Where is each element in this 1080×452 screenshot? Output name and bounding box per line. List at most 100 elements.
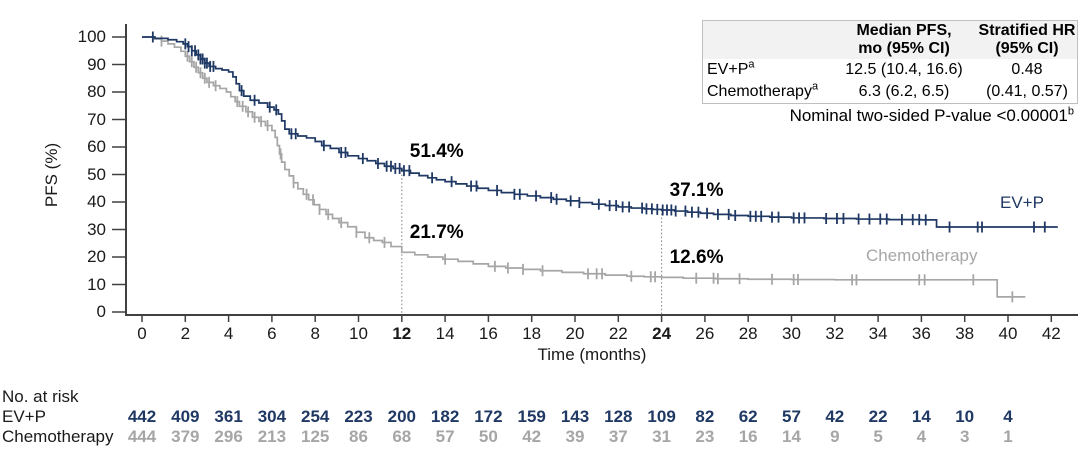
x-tick-label-8: 8 [310,324,320,343]
x-tick-label-36: 36 [911,324,931,343]
y-tick-label-30: 30 [87,219,106,239]
stats-table: Median PFS, mo (95% CI) Stratified HR (95%… [702,20,1078,104]
x-tick-label-2: 2 [180,324,191,343]
series-label-evp: EV+P [1000,193,1044,212]
x-tick-label-34: 34 [868,324,888,343]
risk-value-ev-p-m22: 128 [604,407,633,426]
y-tick-label-40: 40 [87,192,106,211]
stats-header-hr-line1: Stratified HR [978,22,1076,39]
x-tick-label-6: 6 [267,324,277,343]
x-tick-label-4: 4 [223,324,234,343]
stats-header-hr-line2: (95% CI) [995,40,1059,57]
stats-header-empty [703,21,831,59]
risk-value-ev-p-m16: 172 [474,407,503,426]
risk-value-chemotherapy-m32: 9 [830,427,840,446]
risk-value-chemotherapy-m16: 50 [478,427,498,446]
risk-value-chemotherapy-m14: 57 [435,427,455,446]
x-tick-label-30: 30 [782,324,801,343]
x-tick-label-0: 0 [137,324,147,343]
risk-table-title: No. at risk [2,387,79,406]
risk-value-chemotherapy-m40: 1 [1003,427,1013,446]
risk-value-ev-p-m14: 182 [430,407,460,426]
annotation-chemo-month-24: 12.6% [669,247,724,269]
footnote-marker-b: b [1067,105,1074,118]
risk-value-chemotherapy-m8: 125 [301,427,330,446]
risk-value-ev-p-m4: 361 [214,407,243,426]
x-tick-label-38: 38 [955,324,975,343]
x-tick-label-26: 26 [695,324,715,343]
risk-value-chemotherapy-m36: 4 [916,427,927,446]
y-tick-label-20: 20 [87,247,106,266]
risk-value-ev-p-m36: 14 [911,407,931,426]
y-tick-label-100: 100 [77,27,106,46]
risk-value-chemotherapy-m2: 379 [171,427,200,446]
risk-value-chemotherapy-m20: 39 [565,427,585,446]
x-tick-label-12: 12 [392,324,412,343]
x-tick-label-16: 16 [478,324,498,343]
x-tick-label-42: 42 [1041,324,1061,343]
km-curve-evp [142,36,1058,228]
risk-value-chemotherapy-m22: 37 [608,427,628,446]
risk-value-ev-p-m28: 62 [738,407,758,426]
risk-value-chemotherapy-m28: 16 [738,427,758,446]
y-tick-label-0: 0 [96,302,106,321]
x-tick-label-18: 18 [522,324,542,343]
risk-value-ev-p-m40: 4 [1003,407,1013,426]
risk-value-ev-p-m38: 10 [955,407,975,426]
risk-value-ev-p-m8: 254 [301,407,330,426]
stats-row-label-chemo: Chemotherapya [707,80,819,100]
risk-value-chemotherapy-m4: 296 [214,427,243,446]
y-axis-title: PFS (%) [42,142,61,208]
footnote-marker-a: a [748,58,755,71]
stats-hr-ci: (0.41, 0.57) [986,83,1068,100]
pvalue-note: Nominal two-sided P-value <0.00001b [789,105,1074,125]
risk-value-chemotherapy-m30: 14 [782,427,801,446]
y-tick-label-50: 50 [87,164,106,184]
risk-value-ev-p-m18: 159 [517,407,546,426]
risk-value-chemotherapy-m12: 68 [392,427,412,446]
stats-header-median-line2: mo (95% CI) [858,40,950,57]
risk-value-ev-p-m32: 42 [825,407,845,426]
x-tick-label-22: 22 [608,324,628,343]
risk-value-chemotherapy-m6: 213 [257,427,287,446]
risk-value-ev-p-m24: 109 [647,407,676,426]
risk-value-chemotherapy-m38: 3 [959,427,970,446]
risk-value-chemotherapy-m0: 444 [127,427,157,446]
risk-value-ev-p-m6: 304 [257,407,287,426]
axes [125,24,1078,316]
risk-value-chemotherapy-m24: 31 [652,427,672,446]
risk-row-label-chemo: Chemotherapy [2,427,114,446]
x-tick-label-28: 28 [738,324,758,343]
x-tick-label-10: 10 [349,324,368,343]
footnote-marker-a: a [811,80,819,93]
risk-row-label-evp: EV+P [2,407,46,426]
risk-value-chemotherapy-m10: 86 [349,427,368,446]
x-tick-label-14: 14 [435,324,455,343]
stats-header-median-pfs: Median PFS, mo (95% CI) [831,21,977,59]
stats-header-hr: Stratified HR (95% CI) [977,21,1077,59]
y-tick-label-90: 90 [87,54,106,74]
stats-median-chemo: 6.3 (6.2, 6.5) [858,83,950,100]
y-tick-label-10: 10 [87,274,106,294]
risk-value-ev-p-m26: 82 [695,407,715,426]
risk-value-ev-p-m12: 200 [387,407,416,426]
stats-median-evp: 12.5 (10.4, 16.6) [845,61,963,78]
risk-value-chemotherapy-m26: 23 [695,427,715,446]
risk-value-ev-p-m10: 223 [344,407,373,426]
series-label-chemo: Chemotherapy [866,246,978,265]
x-tick-label-40: 40 [998,324,1018,343]
risk-value-chemotherapy-m34: 5 [873,427,883,446]
x-tick-label-24: 24 [652,324,672,343]
x-tick-label-20: 20 [565,324,585,343]
y-tick-label-70: 70 [87,109,106,129]
stats-header-median-line1: Median PFS, [856,22,952,39]
risk-value-ev-p-m20: 143 [560,407,590,426]
risk-value-ev-p-m0: 442 [127,407,157,426]
km-curve-chemo [142,36,1026,298]
annotation-evp-month-12: 51.4% [409,140,464,162]
stats-hr-value: 0.48 [1011,61,1043,78]
y-tick-label-60: 60 [87,137,106,156]
risk-value-ev-p-m30: 57 [782,407,801,426]
